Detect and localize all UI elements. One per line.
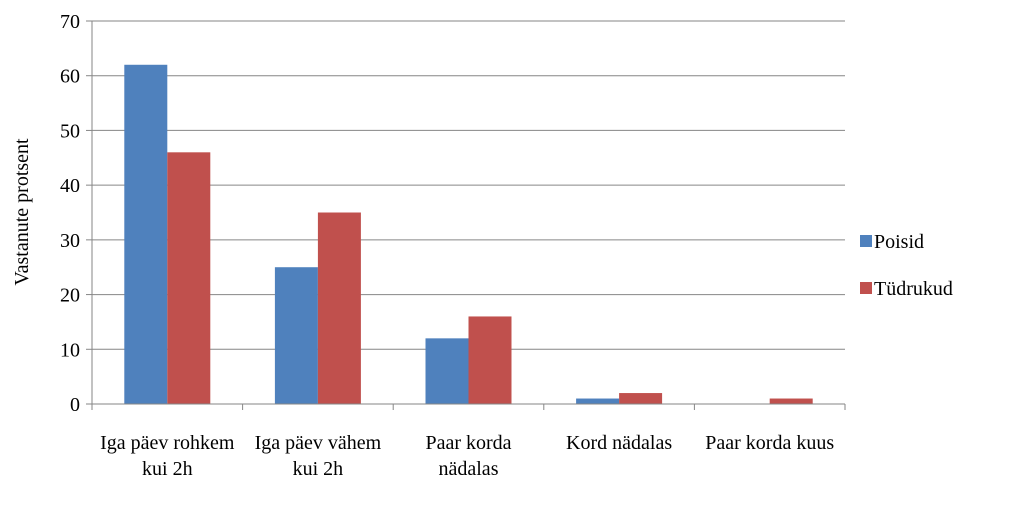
y-tick-label: 50 bbox=[60, 120, 80, 142]
y-tick-label: 0 bbox=[70, 394, 80, 416]
bar bbox=[769, 398, 813, 404]
bar bbox=[274, 267, 318, 404]
x-tick-label: Iga päev rohkem kui 2h bbox=[100, 432, 235, 480]
y-tick-label: 40 bbox=[60, 175, 80, 197]
x-tick-label: Paar korda kuus bbox=[705, 432, 834, 454]
y-tick-label: 70 bbox=[60, 11, 80, 33]
bar bbox=[468, 316, 512, 404]
bar bbox=[576, 398, 620, 404]
y-tick-label: 20 bbox=[60, 285, 80, 307]
legend-swatch bbox=[860, 235, 872, 247]
bar bbox=[124, 64, 168, 405]
bar bbox=[425, 338, 469, 404]
y-tick-label: 30 bbox=[60, 230, 80, 252]
y-axis-label: Vastanute protsent bbox=[11, 138, 33, 286]
x-tick-label: Kord nädalas bbox=[566, 432, 672, 454]
legend-label: Poisid bbox=[874, 231, 924, 253]
y-tick-label: 60 bbox=[60, 66, 80, 88]
x-tick-label: Iga päev vähem kui 2h bbox=[255, 432, 382, 480]
x-tick-label: Paar korda nädalas bbox=[425, 432, 511, 480]
bar bbox=[619, 393, 663, 404]
legend-label: Tüdrukud bbox=[874, 278, 953, 300]
y-tick-label: 10 bbox=[60, 339, 80, 361]
bar bbox=[167, 152, 211, 404]
bar bbox=[317, 212, 361, 404]
legend-swatch bbox=[860, 282, 872, 294]
